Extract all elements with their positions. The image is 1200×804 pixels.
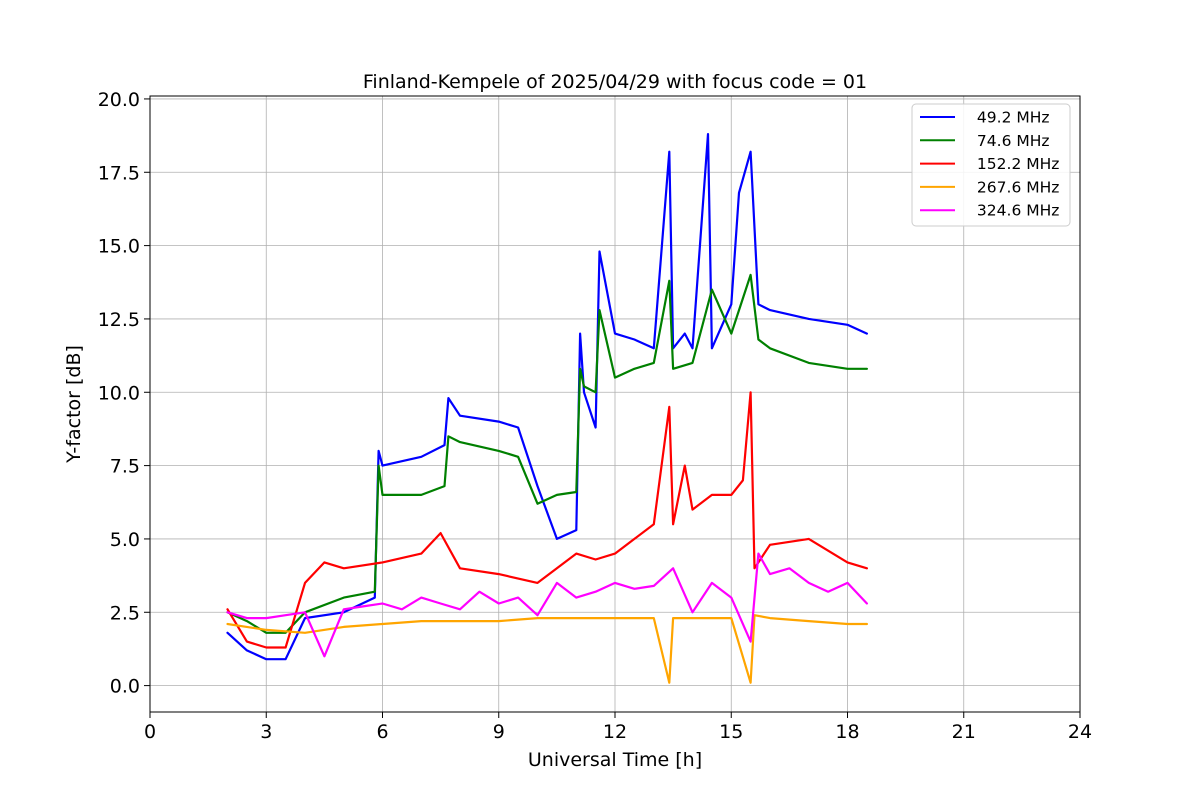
legend-label: 74.6 MHz — [972, 132, 1050, 150]
x-tick-label: 0 — [144, 721, 156, 743]
y-tick-label: 17.5 — [98, 162, 140, 184]
x-tick-label: 21 — [952, 721, 976, 743]
legend-label: 152.2 MHz — [972, 155, 1059, 173]
x-tick-label: 6 — [376, 721, 388, 743]
x-tick-label: 9 — [493, 721, 505, 743]
y-tick-label: 7.5 — [110, 456, 140, 478]
plot-series — [226, 133, 869, 684]
axes: 0 3 6 9 12 15 18 21 24 0.0 2.5 5.0 7.5 10.0 12.5 15.0 17… — [98, 89, 1092, 743]
x-tick-label: 18 — [835, 721, 859, 743]
x-axis-label: Universal Time [h] — [528, 749, 702, 771]
legend: 49.2 MHz 74.6 MHz 152.2 MHz 267.6 MHz 32… — [911, 103, 1071, 227]
x-tick-label: 24 — [1068, 721, 1092, 743]
y-tick-label: 12.5 — [98, 309, 140, 331]
y-tick-label: 2.5 — [110, 602, 140, 624]
x-tick-label: 12 — [603, 721, 627, 743]
y-tick-label: 10.0 — [98, 382, 140, 404]
x-tick-label: 15 — [719, 721, 743, 743]
y-tick-label: 15.0 — [98, 236, 140, 258]
series-line-2 — [226, 273, 869, 634]
legend-label: 49.2 MHz — [972, 109, 1050, 127]
legend-box — [911, 103, 1071, 227]
y-tick-label: 0.0 — [110, 676, 140, 698]
legend-label: 267.6 MHz — [972, 178, 1059, 196]
x-tick-label: 3 — [260, 721, 272, 743]
series-line-5 — [226, 552, 869, 658]
y-tick-label: 20.0 — [98, 89, 140, 111]
legend-label: 324.6 MHz — [972, 202, 1059, 220]
y-tick-label: 5.0 — [110, 529, 140, 551]
series-line-4 — [226, 614, 869, 684]
y-axis-label: Y-factor [dB] — [63, 345, 85, 464]
chart-title: Finland-Kempele of 2025/04/29 with focus… — [363, 71, 867, 93]
series-line-3 — [226, 391, 869, 649]
